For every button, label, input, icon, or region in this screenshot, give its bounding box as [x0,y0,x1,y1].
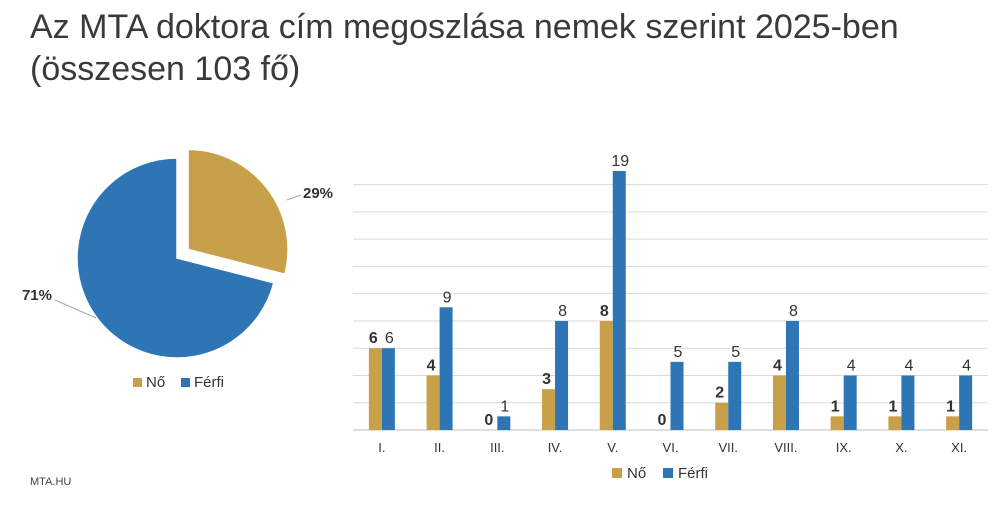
bar-data-label: 5 [731,344,740,361]
bar-data-label: 1 [500,398,509,415]
footer-source: MTA.HU [30,476,72,488]
x-tick-label: VIII. [774,440,797,455]
bar-ferfi [555,320,569,430]
bar-no [599,320,613,430]
bar-ferfi [843,375,857,430]
bar-no [542,389,556,430]
bar-ferfi [381,348,395,430]
bar-legend-swatch [612,468,622,478]
pie-legend-label: Férfi [194,374,224,391]
bar-no [368,348,382,430]
bar-legend-label: Férfi [678,465,708,482]
bar-data-label: 1 [888,398,897,415]
pie-slice-label: 29% [303,185,333,202]
bar-no [830,416,844,430]
bar-no [715,402,729,430]
bar-no [772,375,786,430]
x-tick-label: II. [434,440,445,455]
bar-ferfi [785,320,799,430]
bar-data-label: 9 [443,289,452,306]
bar-data-label: 4 [962,357,971,374]
bar-data-label: 6 [385,330,394,347]
pie-slice-ferfi [76,157,275,359]
title-line-1: Az MTA doktora cím megoszlása nemek szer… [30,8,899,46]
bar-no [946,416,960,430]
bar-no [888,416,902,430]
title-line-2: (összesen 103 fő) [30,50,301,88]
x-tick-label: VI. [663,440,679,455]
x-tick-label: VII. [718,440,738,455]
x-tick-label: IV. [548,440,563,455]
bar-data-label: 6 [369,330,378,347]
bar-legend-swatch [663,468,673,478]
x-tick-label: I. [378,440,385,455]
bar-data-label: 3 [542,371,551,388]
pie-slice-label: 71% [22,287,52,304]
bar-data-label: 8 [558,303,567,320]
bar-ferfi [959,375,973,430]
x-tick-label: X. [895,440,907,455]
chart-title: Az MTA doktora cím megoszlása nemek szer… [30,6,970,90]
bar-no [426,375,440,430]
bar-data-label: 4 [847,357,856,374]
bar-data-label: 19 [611,153,629,170]
bar-data-label: 2 [715,385,724,402]
bar-ferfi [728,361,742,430]
bar-data-label: 0 [658,412,667,429]
pie-legend-swatch [133,378,142,387]
bar-legend-label: Nő [627,465,646,482]
pie-leader-line [286,194,302,201]
bar-ferfi [612,171,626,430]
bar-data-label: 8 [600,303,609,320]
x-tick-label: V. [607,440,618,455]
pie-leader-line [54,299,97,319]
bar-data-label: 0 [484,412,493,429]
bar-ferfi [439,307,453,430]
x-tick-label: III. [490,440,504,455]
x-tick-label: IX. [836,440,852,455]
pie-legend-swatch [181,378,190,387]
bar-ferfi [901,375,915,430]
bar-data-label: 4 [427,357,436,374]
bar-data-label: 4 [773,357,782,374]
bar-ferfi [670,361,684,430]
pie-legend-label: Nő [146,374,165,391]
bar-data-label: 4 [904,357,913,374]
x-tick-label: XI. [951,440,967,455]
bar-ferfi [497,416,511,430]
bar-data-label: 8 [789,303,798,320]
bar-data-label: 5 [674,344,683,361]
bar-data-label: 1 [831,398,840,415]
pie-slice-no [187,148,289,276]
bar-data-label: 1 [946,398,955,415]
